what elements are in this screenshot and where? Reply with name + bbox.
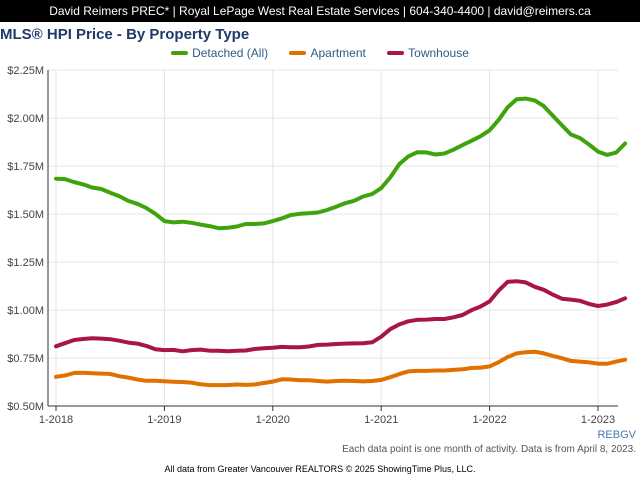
y-tick-label: $1.75M [7,161,44,173]
x-tick-label: 1-2018 [39,414,73,426]
legend-item-apartment[interactable]: Apartment [289,46,366,60]
y-tick-label: $0.50M [7,401,44,413]
legend-label-apartment: Apartment [310,46,366,60]
x-tick-label: 1-2020 [256,414,290,426]
contact-banner: David Reimers PREC* | Royal LePage West … [0,0,640,22]
x-tick-label: 1-2019 [147,414,181,426]
y-tick-label: $2.25M [7,65,44,77]
source-credit: All data from Greater Vancouver REALTORS… [164,464,476,474]
y-tick-label: $0.75M [7,353,44,365]
legend-item-detached[interactable]: Detached (All) [171,46,268,60]
board-label: REBGV [597,429,636,441]
series-line-townhouse [54,279,628,354]
data-note: Each data point is one month of activity… [342,444,636,455]
x-tick-label: 1-2022 [472,414,506,426]
series-line-apartment [54,349,628,388]
y-tick-label: $1.25M [7,257,44,269]
line-chart: $0.50M $0.75M $1.00M $1.25M $1.50M $1.75M $2.0… [7,65,628,426]
series-line-detached [54,96,628,231]
legend-label-detached: Detached (All) [192,46,269,60]
legend-label-townhouse: Townhouse [408,46,469,60]
legend-swatch-detached [171,50,189,55]
legend-swatch-townhouse [387,50,405,55]
x-tick-label: 1-2023 [581,414,615,426]
legend-item-townhouse[interactable]: Townhouse [387,46,469,60]
chart-title: MLS® HPI Price - By Property Type [0,26,250,43]
y-tick-label: $1.50M [7,209,44,221]
y-tick-label: $1.00M [7,305,44,317]
x-tick-label: 1-2021 [364,414,398,426]
y-tick-label: $2.00M [7,113,44,125]
chart-legend: Detached (All) Apartment Townhouse [0,46,640,60]
legend-swatch-apartment [289,50,307,55]
